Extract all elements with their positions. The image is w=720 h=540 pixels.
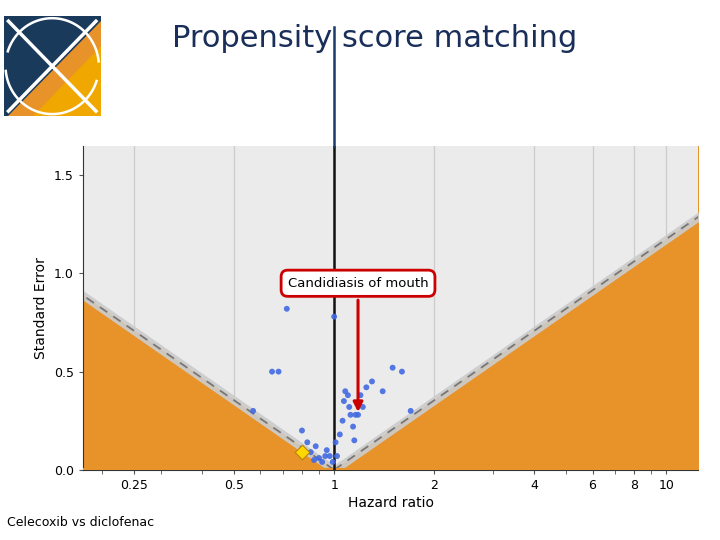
Point xyxy=(273,367,284,376)
Point xyxy=(377,387,389,396)
Y-axis label: Standard Error: Standard Error xyxy=(35,257,48,359)
Point xyxy=(310,442,322,450)
Point xyxy=(302,438,313,447)
Point xyxy=(308,456,320,464)
Point xyxy=(313,454,325,462)
Point xyxy=(357,403,369,411)
Point xyxy=(405,407,416,415)
Point xyxy=(361,383,372,391)
Point xyxy=(320,452,331,461)
Text: Celecoxib vs diclofenac: Celecoxib vs diclofenac xyxy=(7,516,154,529)
Point xyxy=(248,407,259,415)
Point xyxy=(366,377,378,386)
Point xyxy=(305,448,317,456)
Point xyxy=(324,452,336,461)
Point xyxy=(266,367,278,376)
Point xyxy=(338,397,350,406)
Point xyxy=(296,426,307,435)
Point xyxy=(340,387,351,396)
Text: Propensity score matching: Propensity score matching xyxy=(172,24,577,53)
Point xyxy=(355,391,366,400)
Polygon shape xyxy=(9,21,101,116)
Point xyxy=(330,438,341,447)
Point xyxy=(331,452,343,461)
Point xyxy=(350,410,361,419)
Polygon shape xyxy=(33,46,101,116)
Text: Candidiasis of mouth: Candidiasis of mouth xyxy=(288,277,428,409)
Point xyxy=(396,367,408,376)
Point xyxy=(316,457,328,466)
Point xyxy=(334,430,346,439)
Point xyxy=(347,422,359,431)
Point xyxy=(343,403,355,411)
Point xyxy=(296,448,307,456)
Point xyxy=(342,391,354,400)
Point xyxy=(328,312,340,321)
Point xyxy=(327,457,338,466)
Point xyxy=(387,363,398,372)
Point xyxy=(352,410,364,419)
Point xyxy=(321,446,333,455)
Point xyxy=(348,436,360,444)
Point xyxy=(345,410,356,419)
Point xyxy=(337,416,348,425)
X-axis label: Hazard ratio: Hazard ratio xyxy=(348,496,433,510)
Point xyxy=(281,305,292,313)
